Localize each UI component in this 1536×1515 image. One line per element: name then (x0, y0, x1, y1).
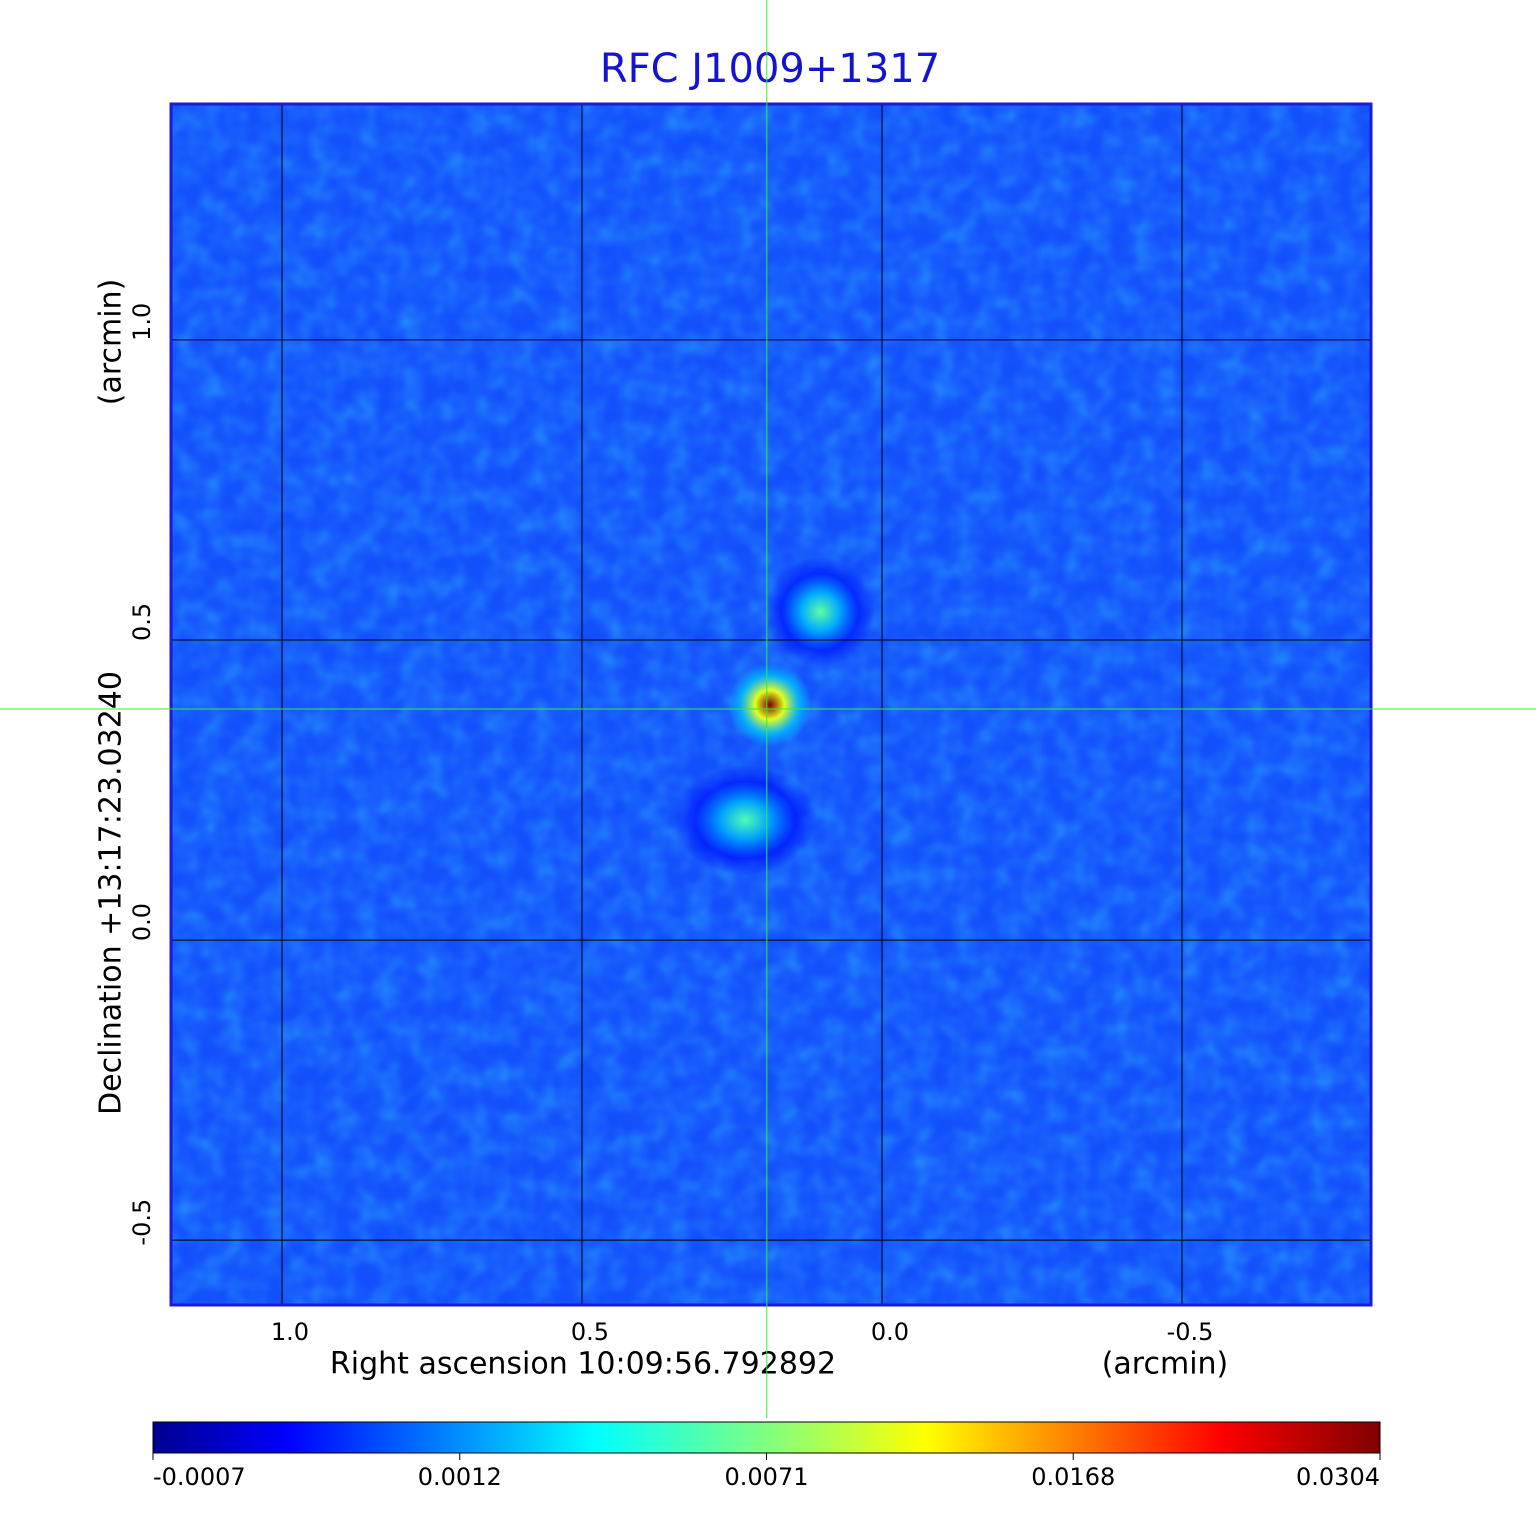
source (673, 765, 817, 876)
sources (673, 556, 876, 876)
y-tick-label: 0.5 (128, 603, 156, 641)
x-tick-label: -0.5 (1167, 1318, 1214, 1346)
x-axis-label: Right ascension 10:09:56.792892 (330, 1347, 836, 1382)
plot-frame (169, 102, 1373, 1307)
y-tick-label: 1.0 (128, 303, 156, 341)
x-axis-unit: (arcmin) (1102, 1347, 1229, 1382)
grid (171, 104, 1371, 1305)
x-tick-label: 0.5 (571, 1318, 609, 1346)
colorbar-tick-label: 0.0168 (1031, 1463, 1115, 1491)
colorbar-tick-label: 0.0012 (418, 1463, 502, 1491)
colorbar-tick-label: -0.0007 (153, 1463, 246, 1491)
source (727, 662, 812, 747)
y-axis-label: Declination +13:17:23.03240 (94, 671, 129, 1115)
colorbar (152, 1421, 1381, 1454)
colorbar-tick-label: 0.0304 (1296, 1463, 1380, 1491)
source (765, 556, 876, 667)
colorbar-tick-label: 0.0071 (725, 1463, 809, 1491)
x-tick-label: 0.0 (871, 1318, 909, 1346)
y-tick-label: -0.5 (128, 1199, 156, 1246)
image-layer (171, 104, 1371, 1305)
y-axis-unit: (arcmin) (94, 279, 129, 406)
x-tick-label: 1.0 (271, 1318, 309, 1346)
y-tick-label: 0.0 (128, 903, 156, 941)
chart-title: RFC J1009+1317 (600, 46, 940, 92)
